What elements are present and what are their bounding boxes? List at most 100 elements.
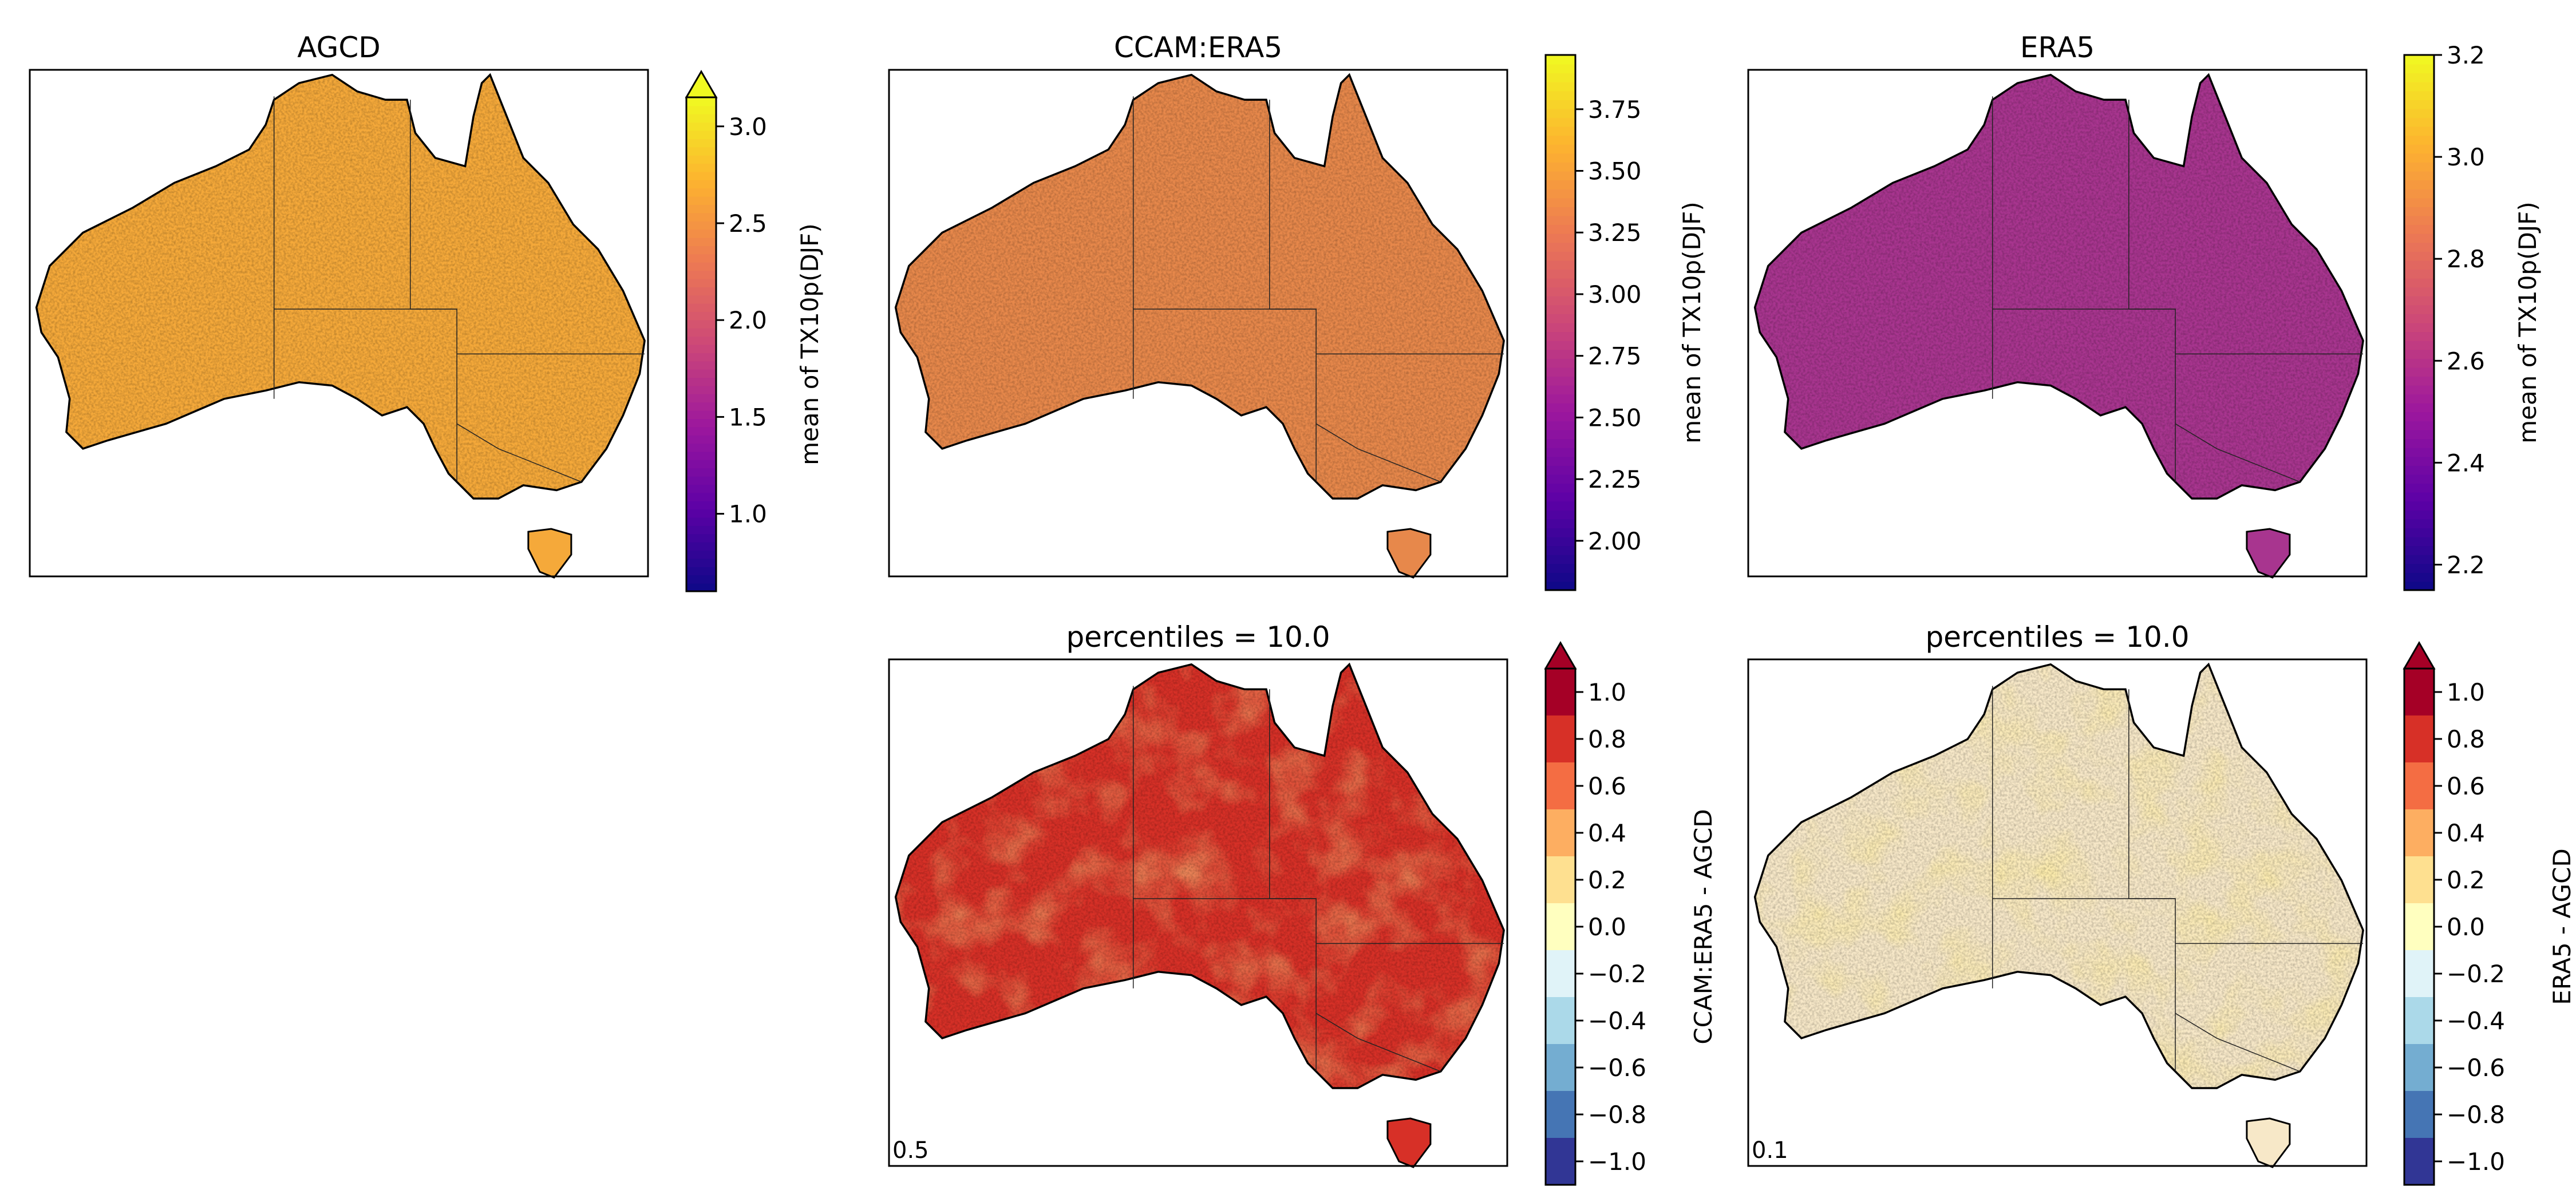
land-field — [36, 74, 645, 499]
colorbar-segment — [686, 204, 716, 213]
colorbar-segment — [686, 369, 716, 378]
colorbar-segment — [686, 402, 716, 411]
state-border — [2175, 1013, 2301, 1072]
colorbar-segment — [686, 410, 716, 419]
coastline — [1753, 73, 2364, 500]
colorbar-segment — [2404, 233, 2434, 243]
colorbar-segment — [2404, 171, 2434, 181]
map-panel-era5-diff: percentiles = 10.0 0.1 — [1747, 620, 2368, 1168]
colorbar-segment — [2404, 331, 2434, 341]
colorbar-segment — [2404, 55, 2434, 65]
tasmania — [1386, 1117, 1432, 1168]
colorbar-segment — [2404, 1091, 2434, 1138]
colorbar-segment — [1546, 519, 1575, 528]
colorbar-segment — [686, 336, 716, 345]
colorbar-tick-label: 0.8 — [2447, 725, 2485, 753]
colorbar-segment — [2404, 394, 2434, 404]
colorbar-segment — [686, 138, 716, 148]
colorbar-segment — [1546, 474, 1575, 484]
colorbar-tick-label: 2.00 — [1588, 527, 1642, 555]
colorbar-segment — [686, 566, 716, 576]
colorbar-segment — [2404, 224, 2434, 234]
colorbar-segment — [2404, 1138, 2434, 1185]
colorbar-segment — [1546, 483, 1575, 493]
colorbar-segment — [2404, 322, 2434, 333]
corner-label: 0.5 — [892, 1137, 929, 1164]
colorbar-tick-label: −0.8 — [1588, 1101, 1646, 1129]
colorbar-segment — [686, 476, 716, 485]
colorbar-frame — [685, 96, 717, 592]
colorbar-segment — [2404, 903, 2434, 951]
colorbar-segment — [686, 500, 716, 510]
colorbar-segment — [1546, 456, 1575, 466]
colorbar-segment — [1546, 108, 1575, 118]
colorbar-segment — [1546, 402, 1575, 413]
field-noise — [36, 74, 645, 499]
colorbar-segment — [686, 443, 716, 452]
colorbar-segment — [2404, 81, 2434, 92]
colorbar-segment — [2404, 162, 2434, 172]
colorbar-segment — [1546, 536, 1575, 547]
colorbar-segment — [2404, 447, 2434, 457]
colorbar-segment — [686, 319, 716, 329]
colorbar-segment — [1546, 153, 1575, 163]
colorbar-segment — [686, 147, 716, 156]
colorbar-tick-label: 2.5 — [729, 209, 767, 238]
colorbar-segment — [2404, 242, 2434, 252]
colorbar-tick-label: 1.0 — [2447, 678, 2485, 706]
colorbar-tick-label: −0.4 — [1588, 1007, 1646, 1035]
colorbar-segment — [1546, 224, 1575, 234]
colorbar-segment — [686, 418, 716, 428]
colorbar-segment — [2404, 180, 2434, 189]
colorbar-segment — [686, 426, 716, 436]
state-border — [1269, 100, 1317, 354]
map-panel-era5: ERA5 — [1747, 31, 2368, 579]
colorbar-tick-label: −1.0 — [2447, 1148, 2505, 1176]
axes-frame — [888, 658, 1508, 1167]
colorbar-tick-label: 3.00 — [1588, 280, 1642, 309]
colorbar-segment — [686, 468, 716, 477]
colorbar-tick-label: −0.2 — [2447, 960, 2505, 988]
colorbar-segment — [1546, 305, 1575, 314]
colorbar-segment — [1546, 527, 1575, 537]
colorbar-segment — [2404, 519, 2434, 528]
colorbar-tick-label: −0.6 — [1588, 1054, 1646, 1082]
colorbar-tick-label: 0.4 — [2447, 819, 2485, 847]
colorbar-segment — [686, 270, 716, 279]
colorbar-segment — [2404, 278, 2434, 288]
colorbar-segment — [2404, 99, 2434, 109]
colorbar-segment — [2404, 997, 2434, 1045]
panel-title: AGCD — [297, 31, 380, 64]
state-border — [2175, 423, 2301, 483]
colorbar-segment — [2404, 492, 2434, 502]
axes-frame — [888, 69, 1508, 578]
colorbar-segment — [686, 171, 716, 180]
colorbar-segment — [1546, 233, 1575, 243]
colorbar-segment — [1546, 572, 1575, 582]
colorbar-segment — [1546, 171, 1575, 181]
colorbar-segment — [686, 541, 716, 551]
colorbar-segment — [2404, 762, 2434, 810]
colorbar-segment — [1546, 492, 1575, 502]
colorbar-segment — [686, 327, 716, 337]
land-field — [1755, 664, 2364, 1088]
colorbar-segment — [686, 278, 716, 287]
colorbar-segment — [1546, 260, 1575, 270]
axes-frame — [29, 69, 649, 578]
colorbar-segment — [686, 295, 716, 304]
colorbar-tick-label: 2.2 — [2447, 551, 2485, 579]
colorbar-segment — [1546, 997, 1575, 1045]
colorbar-segment — [1546, 438, 1575, 448]
land-field — [895, 74, 1504, 499]
colorbar-segment — [2404, 215, 2434, 226]
state-border — [2128, 100, 2176, 354]
colorbar-label: mean of TX10p(DJF) — [1678, 201, 1706, 443]
colorbar-label: mean of TX10p(DJF) — [2514, 201, 2542, 443]
colorbar-tick-label: −0.8 — [2447, 1101, 2505, 1129]
colorbar-segment — [2404, 295, 2434, 306]
colorbar-segment — [686, 97, 716, 106]
state-border — [1315, 423, 1441, 483]
colorbar-segment — [686, 451, 716, 460]
colorbar-segment — [2404, 251, 2434, 261]
colorbar-segment — [1546, 64, 1575, 74]
